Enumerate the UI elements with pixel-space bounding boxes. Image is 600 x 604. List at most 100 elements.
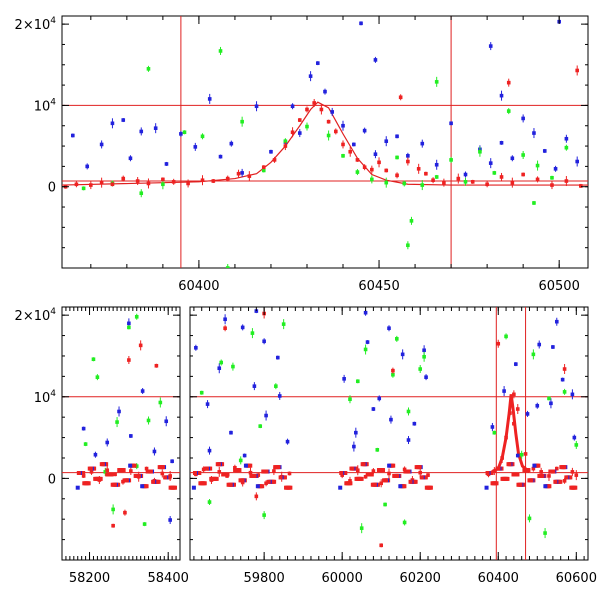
data-point	[247, 171, 252, 182]
data-marker	[383, 502, 387, 507]
data-marker	[192, 471, 197, 476]
data-point	[554, 466, 559, 471]
data-point	[355, 379, 360, 384]
data-point	[186, 179, 190, 188]
data-marker	[363, 474, 368, 479]
data-marker	[140, 484, 145, 489]
data-marker	[348, 479, 352, 483]
data-marker	[516, 482, 521, 487]
data-marker	[537, 473, 542, 478]
data-marker	[575, 68, 579, 73]
data-marker	[339, 471, 344, 476]
data-marker	[506, 80, 511, 85]
data-point	[164, 161, 169, 166]
data-point	[488, 158, 493, 169]
data-point	[127, 325, 131, 330]
data-marker	[532, 131, 536, 135]
data-marker	[113, 472, 117, 477]
data-point	[554, 317, 559, 326]
plot-area	[62, 307, 588, 560]
data-point	[217, 363, 222, 374]
data-point	[402, 519, 407, 526]
data-marker	[370, 177, 374, 182]
data-point	[207, 446, 212, 455]
data-point	[142, 522, 147, 527]
data-marker	[575, 159, 579, 164]
data-marker	[490, 481, 495, 486]
data-point	[154, 363, 159, 368]
data-point	[535, 160, 540, 171]
data-marker	[135, 179, 140, 183]
data-point	[161, 177, 165, 182]
data-marker	[531, 352, 536, 357]
data-marker	[290, 104, 295, 109]
data-marker	[348, 149, 353, 154]
data-marker	[133, 473, 138, 478]
data-point	[200, 175, 205, 186]
data-point	[199, 390, 204, 395]
data-point	[406, 407, 411, 416]
data-marker	[91, 357, 96, 362]
data-point	[128, 155, 133, 162]
data-marker	[103, 470, 108, 474]
data-marker	[500, 476, 505, 481]
data-point	[111, 504, 115, 515]
data-point	[359, 523, 364, 534]
y-tick-label: 2×104	[15, 307, 57, 324]
data-marker	[379, 543, 383, 548]
data-marker	[398, 95, 403, 100]
data-point	[363, 344, 368, 355]
data-marker	[422, 354, 426, 359]
data-marker	[93, 452, 98, 457]
data-marker	[275, 355, 280, 360]
data-point	[219, 359, 224, 366]
data-marker	[160, 471, 165, 476]
data-marker	[499, 175, 504, 179]
x-tick-label: 60600	[556, 571, 597, 586]
data-marker	[233, 468, 238, 473]
data-point	[508, 410, 512, 417]
data-marker	[389, 417, 393, 422]
data-point	[542, 148, 547, 153]
data-marker	[490, 425, 495, 429]
data-marker	[456, 176, 461, 181]
data-point	[492, 430, 497, 435]
data-point	[383, 502, 387, 507]
data-marker	[554, 319, 559, 324]
data-point	[262, 338, 266, 345]
data-marker	[193, 145, 198, 149]
data-marker	[129, 434, 133, 438]
data-marker	[123, 510, 127, 515]
data-marker	[233, 465, 237, 470]
data-marker	[547, 474, 551, 478]
data-point	[488, 42, 493, 51]
data-marker	[161, 182, 165, 187]
data-point	[500, 452, 504, 463]
data-marker	[406, 438, 411, 442]
data-marker	[170, 459, 174, 464]
data-point	[424, 171, 428, 176]
data-point	[341, 153, 345, 158]
data-marker	[371, 407, 376, 411]
data-marker	[352, 142, 356, 147]
data-point	[578, 183, 583, 188]
data-marker	[215, 462, 220, 467]
data-marker	[535, 177, 540, 182]
y-tick-mantissa: 0	[48, 181, 56, 196]
data-point	[362, 127, 367, 134]
data-marker	[138, 343, 143, 348]
data-marker	[281, 322, 286, 326]
data-marker	[338, 485, 343, 490]
data-point	[308, 71, 313, 82]
data-point	[562, 388, 567, 395]
data-marker	[485, 182, 489, 187]
data-point	[478, 146, 482, 157]
data-marker	[330, 110, 335, 114]
data-marker	[261, 469, 266, 474]
data-point	[117, 406, 121, 417]
data-marker	[376, 468, 381, 473]
data-marker	[323, 89, 327, 94]
data-point	[420, 139, 425, 148]
data-point	[205, 400, 210, 409]
